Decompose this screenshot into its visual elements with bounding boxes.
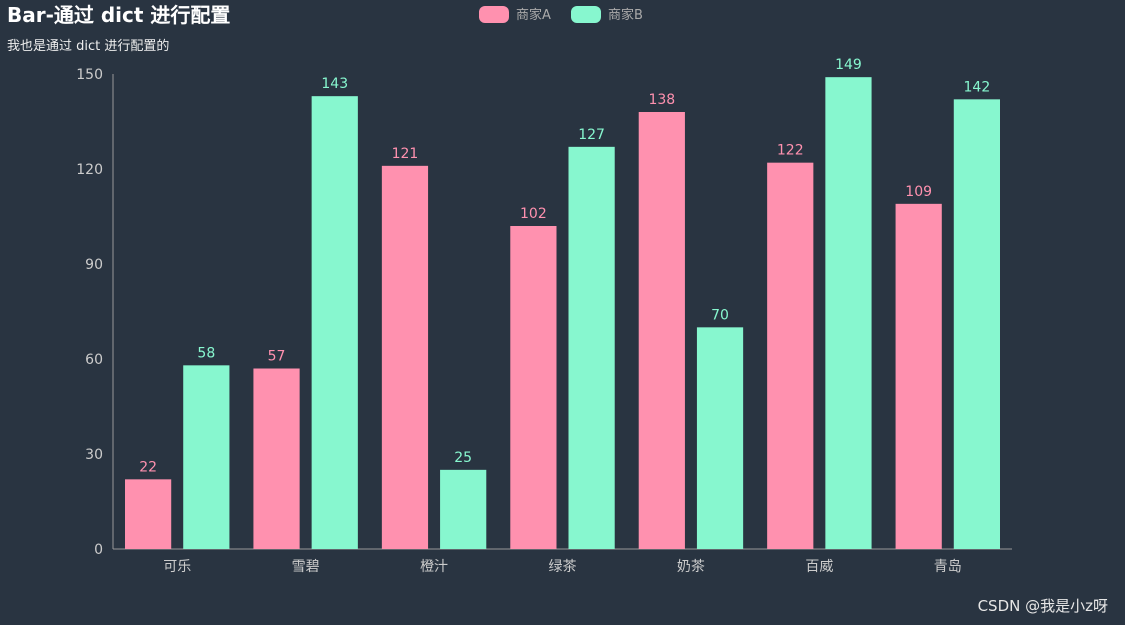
bar-a-2 — [381, 165, 429, 550]
bar-value-label: 122 — [777, 143, 804, 159]
bar-value-label: 58 — [197, 345, 215, 361]
bars — [125, 77, 1000, 550]
bar-value-label: 143 — [321, 76, 348, 92]
bar-b-3 — [568, 146, 615, 550]
bar-b-0 — [183, 365, 230, 549]
legend-swatch — [571, 6, 601, 23]
bar-value-label: 149 — [835, 57, 862, 73]
bar-value-label: 142 — [964, 79, 991, 95]
bar-a-4 — [638, 112, 685, 549]
x-axis: 可乐 雪碧 橙汁 绿茶 奶茶 百威 青岛 — [113, 548, 1012, 575]
bar-b-5 — [825, 77, 872, 550]
bar-value-label: 138 — [648, 92, 675, 108]
y-tick-label: 90 — [85, 257, 103, 273]
chart-title: Bar-通过 dict 进行配置 — [7, 3, 231, 27]
legend: 商家A 商家B — [479, 6, 643, 23]
y-tick-label: 60 — [85, 352, 103, 368]
bar-a-0 — [125, 479, 172, 549]
x-tick-label: 百威 — [805, 559, 833, 575]
bar-b-2 — [440, 469, 487, 549]
x-tick-label: 橙汁 — [420, 559, 448, 575]
x-tick-label: 奶茶 — [677, 559, 705, 575]
bar-value-label: 121 — [392, 146, 419, 162]
x-tick-label: 绿茶 — [549, 559, 577, 575]
x-tick-label: 雪碧 — [292, 559, 320, 575]
bar-labels: 22 57 121 102 138 122 109 58 143 25 127 70 149 142 — [139, 57, 990, 475]
bar-value-label: 22 — [139, 459, 157, 475]
bar-value-label: 57 — [268, 349, 286, 365]
legend-swatch — [479, 6, 509, 23]
bar-value-label: 102 — [520, 206, 547, 222]
legend-label: 商家A — [516, 7, 551, 23]
legend-item-0: 商家A — [479, 6, 551, 23]
bar-b-4 — [696, 327, 744, 549]
y-tick-label: 0 — [94, 542, 103, 558]
y-tick-label: 30 — [85, 447, 103, 463]
watermark: CSDN @我是小z呀 — [977, 597, 1108, 615]
bar-a-5 — [767, 162, 814, 549]
bar-b-6 — [953, 99, 1000, 549]
bar-a-1 — [253, 368, 300, 549]
bar-value-label: 127 — [578, 127, 605, 143]
x-tick-label: 可乐 — [163, 559, 191, 575]
bar-a-3 — [510, 226, 557, 549]
bar-a-6 — [895, 203, 942, 550]
legend-item-1: 商家B — [571, 6, 643, 23]
x-tick-label: 青岛 — [934, 559, 962, 575]
legend-label: 商家B — [608, 7, 643, 23]
bar-value-label: 109 — [905, 184, 932, 200]
bar-b-1 — [311, 96, 358, 550]
chart-subtitle: 我也是通过 dict 进行配置的 — [7, 39, 170, 54]
bar-value-label: 25 — [454, 450, 472, 466]
y-axis: 0 30 60 90 120 150 — [76, 67, 114, 558]
y-tick-label: 120 — [76, 162, 103, 178]
y-tick-label: 150 — [76, 67, 103, 83]
bar-value-label: 70 — [711, 307, 729, 323]
